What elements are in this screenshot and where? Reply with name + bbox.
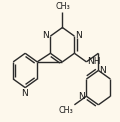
Text: CH₃: CH₃ — [58, 106, 73, 115]
Text: N: N — [78, 92, 85, 101]
Text: N: N — [100, 66, 106, 75]
Text: N: N — [42, 31, 49, 40]
Text: N: N — [76, 31, 82, 40]
Text: N: N — [21, 89, 28, 98]
Text: NH: NH — [88, 57, 101, 66]
Text: CH₃: CH₃ — [55, 2, 70, 11]
